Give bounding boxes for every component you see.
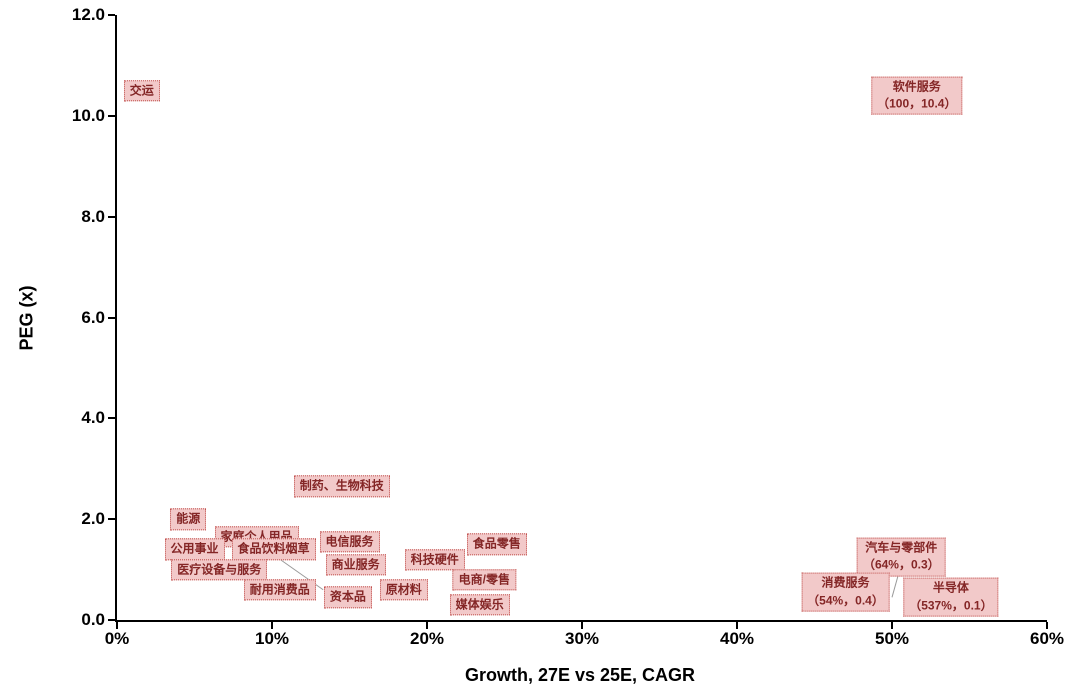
data-point-name: 能源 xyxy=(176,511,201,526)
data-point-label: 交运 xyxy=(123,79,160,102)
data-point-name: 制药、生物科技 xyxy=(299,478,384,493)
data-point-name: 原材料 xyxy=(385,582,422,597)
x-axis-tick xyxy=(581,622,583,629)
y-axis-tick xyxy=(108,518,115,521)
y-axis-tick xyxy=(108,417,115,420)
data-point-label: 资本品 xyxy=(323,586,372,609)
data-point-value: （537%，0.1） xyxy=(909,598,993,613)
data-point-name: 资本品 xyxy=(329,589,366,604)
y-axis-tick-label: 12.0 xyxy=(71,5,105,24)
data-point-value: （54%，0.4） xyxy=(807,593,884,608)
y-axis-tick xyxy=(108,215,115,218)
y-axis-tick-label: 6.0 xyxy=(81,307,105,327)
data-point-name: 半导体 xyxy=(932,580,969,595)
data-point-label: 科技硬件 xyxy=(404,548,465,571)
x-axis-tick-label: 20% xyxy=(409,629,445,648)
data-point-name: 食品饮料烟草 xyxy=(237,541,310,556)
x-axis-tick-label: 50% xyxy=(874,629,910,648)
x-axis-tick-label: 40% xyxy=(719,629,755,648)
plot-area: 0% 10% 20% 30% 40% 50% 60% 0.0 2.0 4.0 6.0 8.0 10.0 1… xyxy=(72,5,1064,648)
y-axis-tick xyxy=(108,14,115,16)
x-axis-tick-label: 60% xyxy=(1029,629,1065,648)
data-point-label: 消费服务 （54%，0.4） xyxy=(801,572,890,612)
x-axis-tick-label: 0% xyxy=(104,629,130,648)
y-axis-tick-label: 2.0 xyxy=(81,509,105,529)
y-axis-tick xyxy=(108,114,115,117)
data-point-label: 制药、生物科技 xyxy=(293,475,390,498)
y-axis-tick xyxy=(108,316,115,319)
x-axis-tick xyxy=(426,622,428,629)
data-point-name: 消费服务 xyxy=(821,575,870,590)
data-point-label: 耐用消费品 xyxy=(243,579,316,601)
data-point-label: 食品饮料烟草 xyxy=(231,538,316,561)
data-point-label: 汽车与零部件 （64%，0.3） xyxy=(856,537,946,577)
x-axis-title: Growth, 27E vs 25E, CAGR xyxy=(464,665,696,685)
data-point-label: 原材料 xyxy=(379,579,428,601)
data-point-name: 食品零售 xyxy=(472,536,521,551)
y-axis-tick-label: 4.0 xyxy=(81,408,105,428)
data-point-name: 电信服务 xyxy=(325,534,374,549)
y-axis-tick xyxy=(108,619,115,621)
data-point-name: 软件服务 xyxy=(892,79,941,94)
x-axis-tick xyxy=(1046,622,1048,629)
x-axis-tick xyxy=(891,622,893,629)
data-point-label: 半导体 （537%，0.1） xyxy=(903,577,999,617)
data-point-name: 科技硬件 xyxy=(410,551,459,566)
data-point-value: （100，10.4） xyxy=(877,96,957,111)
data-point-value: （64%，0.3） xyxy=(862,557,940,572)
data-point-name: 商业服务 xyxy=(331,556,380,571)
data-point-label: 软件服务 （100，10.4） xyxy=(871,76,963,116)
data-point-name: 媒体娱乐 xyxy=(455,597,504,612)
data-point-name: 耐用消费品 xyxy=(249,582,310,597)
data-point-label: 媒体娱乐 xyxy=(449,594,510,616)
y-axis-tick-label: 10.0 xyxy=(71,105,105,125)
data-point-label: 商业服务 xyxy=(325,553,386,576)
x-axis-tick-label: 10% xyxy=(254,629,290,648)
data-point-name: 医疗设备与服务 xyxy=(177,561,262,576)
x-axis-tick xyxy=(736,622,738,629)
data-point-name: 公用事业 xyxy=(170,541,219,556)
data-point-name: 汽车与零部件 xyxy=(865,540,938,555)
data-point-name: 电商/零售 xyxy=(458,571,511,586)
x-axis-tick xyxy=(116,622,118,629)
data-point-label: 电信服务 xyxy=(319,531,380,553)
y-axis-tick-label: 8.0 xyxy=(81,206,105,226)
data-point-label: 食品零售 xyxy=(466,533,527,556)
data-point-label: 电商/零售 xyxy=(452,568,517,591)
x-axis-tick-label: 30% xyxy=(564,629,600,648)
data-point-name: 交运 xyxy=(129,82,154,97)
x-axis-tick xyxy=(271,622,273,629)
y-axis-tick-label: 0.0 xyxy=(81,610,105,629)
data-point-label: 能源 xyxy=(170,508,207,530)
data-point-label: 医疗设备与服务 xyxy=(171,558,268,581)
data-point-label: 公用事业 xyxy=(164,538,225,561)
y-axis-title: PEG (x) xyxy=(16,285,37,351)
